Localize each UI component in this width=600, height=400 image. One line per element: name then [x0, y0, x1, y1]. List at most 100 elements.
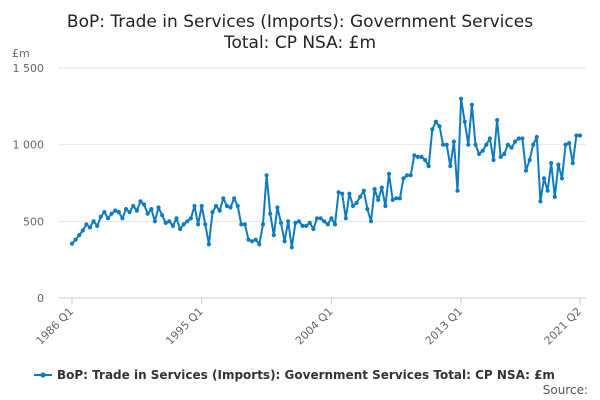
data-point[interactable] [549, 161, 554, 166]
data-point[interactable] [379, 185, 384, 190]
data-point[interactable] [304, 223, 309, 228]
data-point[interactable] [473, 142, 478, 147]
data-point[interactable] [462, 119, 467, 124]
data-point[interactable] [477, 151, 482, 156]
data-point[interactable] [271, 233, 276, 238]
data-point[interactable] [131, 203, 136, 209]
data-point[interactable] [480, 148, 485, 153]
data-point[interactable] [401, 176, 406, 181]
data-point[interactable] [91, 219, 96, 224]
data-point[interactable] [516, 136, 521, 141]
data-point[interactable] [538, 199, 543, 204]
data-point[interactable] [498, 154, 503, 159]
data-point[interactable] [286, 219, 291, 224]
data-point[interactable] [163, 220, 168, 225]
data-point[interactable] [552, 194, 557, 199]
data-point[interactable] [296, 219, 302, 224]
data-point[interactable] [365, 207, 370, 212]
data-point[interactable] [469, 102, 474, 107]
data-point[interactable] [232, 196, 237, 201]
data-point[interactable] [192, 203, 197, 209]
data-point[interactable] [98, 214, 103, 219]
data-point[interactable] [426, 164, 431, 169]
legend[interactable]: BoP: Trade in Services (Imports): Govern… [34, 368, 555, 382]
data-point[interactable] [390, 197, 395, 202]
data-point[interactable] [185, 219, 190, 224]
data-point[interactable] [368, 219, 374, 224]
data-point[interactable] [340, 191, 345, 196]
data-point[interactable] [343, 216, 348, 221]
data-point[interactable] [570, 161, 575, 166]
data-point[interactable] [459, 96, 464, 101]
data-point[interactable] [545, 188, 550, 193]
data-point[interactable] [314, 216, 320, 221]
data-point[interactable] [383, 203, 388, 209]
data-point[interactable] [206, 242, 211, 247]
data-point[interactable] [84, 222, 89, 227]
data-point[interactable] [415, 154, 420, 159]
data-point[interactable] [80, 228, 85, 233]
data-point[interactable] [577, 133, 583, 138]
data-point[interactable] [563, 142, 568, 147]
data-point[interactable] [408, 173, 413, 178]
data-point[interactable] [466, 142, 471, 147]
data-point[interactable] [149, 207, 154, 212]
data-point[interactable] [264, 173, 269, 178]
data-point[interactable] [123, 207, 129, 212]
data-point[interactable] [513, 139, 518, 144]
data-point[interactable] [113, 208, 118, 213]
data-point[interactable] [127, 210, 132, 215]
data-point[interactable] [430, 127, 435, 132]
data-point[interactable] [138, 199, 143, 204]
data-point[interactable] [250, 239, 255, 244]
data-point[interactable] [282, 239, 287, 244]
data-point[interactable] [350, 203, 356, 209]
data-point[interactable] [574, 133, 579, 138]
data-point[interactable] [174, 216, 179, 221]
data-point[interactable] [376, 197, 381, 202]
data-point[interactable] [419, 154, 424, 159]
data-point[interactable] [203, 222, 208, 227]
data-point[interactable] [307, 220, 312, 225]
data-point[interactable] [224, 203, 229, 209]
data-point[interactable] [354, 200, 359, 205]
data-point[interactable] [372, 187, 377, 192]
data-point[interactable] [484, 142, 489, 147]
data-point[interactable] [311, 226, 316, 232]
data-point[interactable] [289, 245, 294, 250]
data-point[interactable] [278, 220, 284, 225]
data-point[interactable] [397, 196, 402, 201]
data-point[interactable] [386, 171, 392, 176]
data-point[interactable] [433, 119, 438, 124]
data-point[interactable] [105, 216, 111, 221]
data-point[interactable] [95, 223, 100, 228]
data-point[interactable] [178, 226, 183, 232]
data-point[interactable] [448, 164, 453, 169]
data-point[interactable] [275, 205, 280, 210]
data-point[interactable] [142, 202, 147, 207]
data-point[interactable] [257, 242, 262, 247]
data-point[interactable] [235, 203, 240, 209]
data-point[interactable] [160, 213, 165, 218]
data-point[interactable] [253, 237, 258, 242]
data-point[interactable] [318, 216, 323, 221]
data-point[interactable] [527, 157, 532, 163]
data-point[interactable] [502, 151, 507, 156]
data-point[interactable] [534, 134, 539, 140]
data-point[interactable] [358, 194, 363, 199]
data-point[interactable] [69, 241, 75, 246]
data-point[interactable] [152, 219, 157, 224]
data-point[interactable] [567, 141, 572, 146]
data-point[interactable] [134, 208, 139, 213]
data-point[interactable] [145, 211, 150, 216]
data-point[interactable] [423, 157, 428, 163]
data-point[interactable] [455, 188, 460, 193]
data-point[interactable] [505, 142, 510, 147]
data-point[interactable] [293, 220, 298, 225]
data-point[interactable] [329, 216, 334, 221]
data-point[interactable] [217, 208, 222, 213]
data-point[interactable] [300, 223, 305, 228]
data-point[interactable] [73, 237, 78, 242]
data-point[interactable] [181, 222, 186, 227]
data-point[interactable] [336, 190, 341, 195]
